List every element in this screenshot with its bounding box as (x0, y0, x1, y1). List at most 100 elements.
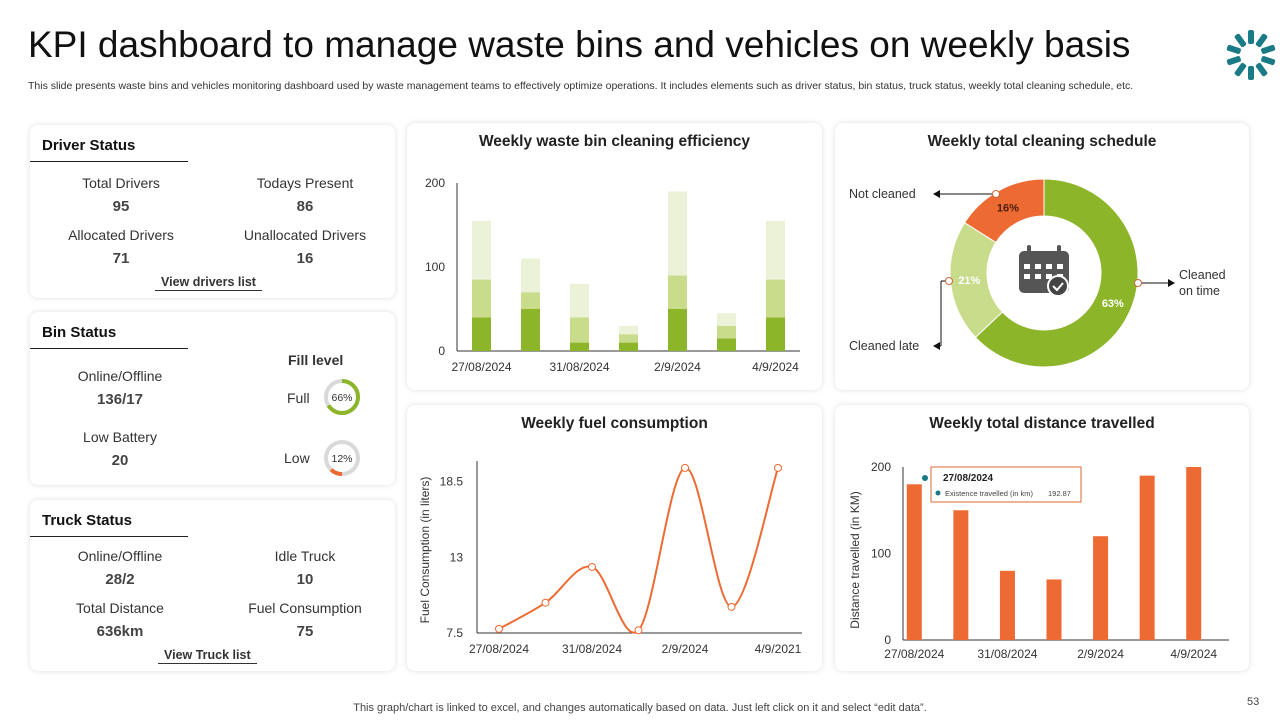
bar-segment (766, 279, 785, 318)
line-point (588, 562, 596, 571)
cleaning-efficiency-card: Weekly waste bin cleaning efficiency 0 10… (407, 123, 822, 390)
callout-on-time: on time (1179, 284, 1220, 298)
y-tick-label: 7.5 (446, 626, 463, 640)
x-tick-label: 4/9/2024 (752, 360, 799, 374)
total-drivers-label: Total Drivers (82, 175, 160, 191)
cleaning-schedule-chart: 63% 21% 16% Not cleaned Cleaned on time Cleane… (849, 178, 1226, 368)
todays-present-value: 86 (296, 198, 314, 215)
bar (1186, 467, 1202, 640)
slice-label: 63% (1102, 298, 1124, 310)
view-truck-list-link[interactable]: View Truck list (158, 648, 257, 664)
callout-dot (945, 277, 953, 285)
fill-level-title: Fill level (288, 352, 344, 368)
arrow-head (933, 342, 940, 350)
y-tick-label: 100 (425, 260, 445, 274)
bar-segment (668, 191, 687, 276)
callout-dot (992, 190, 1000, 198)
line-point (681, 463, 689, 472)
callout-on-time: Cleaned (1179, 268, 1226, 282)
y-axis-label: Fuel Consumption (in liters) (418, 477, 432, 624)
page-title: KPI dashboard to manage waste bins and v… (28, 24, 1131, 65)
truck-status-card: Truck Status Online/Offline 28/2 Idle Tr… (30, 500, 395, 671)
x-tick-label: 2/9/2024 (1077, 647, 1124, 661)
distance-travelled-chart: 0 100 200 27/08/2024 31/08/2024 2/9/2024 4/9/2… (848, 460, 1229, 661)
donut-slice (963, 178, 1045, 244)
idle-truck-value: 10 (296, 571, 314, 588)
full-gauge-fill (324, 379, 360, 415)
bar-segment (717, 313, 736, 326)
x-tick-label: 31/08/2024 (977, 647, 1037, 661)
total-distance-value: 636km (96, 623, 144, 640)
footer-note: This graph/chart is linked to excel, and… (353, 702, 927, 714)
divider (30, 536, 188, 537)
x-tick-label: 27/08/2024 (884, 647, 944, 661)
calendar-cell (1024, 274, 1030, 279)
bar (1046, 579, 1062, 640)
truck-online-label: Online/Offline (77, 548, 163, 564)
allocated-drivers-label: Allocated Drivers (68, 227, 174, 243)
line-point (774, 463, 782, 472)
line-point (541, 598, 550, 607)
idle-truck-label: Idle Truck (274, 548, 336, 564)
calendar-ring (1027, 245, 1031, 255)
low-gauge-fill (324, 440, 360, 476)
bar (953, 510, 969, 640)
bar-segment (472, 317, 491, 351)
unallocated-drivers-label: Unallocated Drivers (243, 227, 367, 243)
divider (30, 348, 188, 349)
bar-segment (717, 338, 736, 351)
total-drivers-value: 95 (112, 198, 130, 215)
calendar-icon (1019, 245, 1069, 297)
fuel-consumption-value: 75 (296, 623, 314, 640)
bin-status-title: Bin Status (42, 324, 117, 341)
bin-online-value: 136/17 (97, 391, 143, 408)
slice-label: 16% (997, 202, 1019, 214)
bar-segment (472, 279, 491, 318)
tooltip-date: 27/08/2024 (943, 473, 993, 484)
calendar-cell (1046, 264, 1052, 269)
arrow-head (933, 190, 940, 198)
bar (999, 570, 1015, 640)
x-tick-label: 27/08/2024 (451, 360, 511, 374)
calendar-ring (1057, 245, 1061, 255)
x-tick-label: 4/9/2024 (1170, 647, 1217, 661)
fuel-line (498, 466, 779, 634)
calendar-cell (1035, 274, 1041, 279)
fuel-consumption-chart: 7.5 13 18.5 27/08/2024 31/08/2024 2/9/2024 4/9… (418, 461, 802, 656)
callout-not-cleaned: Not cleaned (849, 187, 916, 201)
bin-online-label: Online/Offline (77, 368, 163, 384)
low-gauge: 12% (324, 440, 360, 476)
point-marker (922, 475, 928, 481)
bar-segment (766, 220, 785, 280)
bar-segment (668, 275, 687, 309)
full-gauge-value: 66% (331, 392, 352, 404)
total-distance-label: Total Distance (76, 600, 164, 616)
low-battery-label: Low Battery (83, 429, 157, 445)
cleaning-schedule-title: Weekly total cleaning schedule (927, 133, 1157, 150)
low-battery-value: 20 (111, 452, 129, 469)
bar-segment (619, 342, 638, 351)
line-point (634, 626, 643, 635)
arrow-head (1168, 279, 1175, 287)
tooltip-box (930, 466, 1082, 503)
bar-segment (619, 325, 638, 335)
y-tick-label: 18.5 (440, 475, 464, 489)
x-tick-label: 27/08/2024 (469, 642, 529, 656)
x-tick-label: 31/08/2024 (562, 642, 622, 656)
tooltip: 27/08/2024 Existence travelled (in km) 192… (930, 466, 1082, 503)
y-tick-label: 0 (438, 344, 445, 358)
fuel-consumption-card: Weekly fuel consumption 7.5 13 18.5 27/08/2… (407, 405, 822, 671)
view-drivers-list-link[interactable]: View drivers list (155, 275, 262, 291)
cleaning-efficiency-title: Weekly waste bin cleaning efficiency (478, 133, 751, 150)
page-number: 53 (1247, 696, 1260, 708)
check-icon (1052, 282, 1064, 292)
bar-segment (619, 334, 638, 343)
bar-segment (570, 342, 589, 351)
bin-status-card: Bin Status Online/Offline 136/17 Low Bat… (30, 312, 395, 485)
cleaning-schedule-card: Weekly total cleaning schedule 63% 21% 16%… (835, 123, 1249, 390)
slice-label: 21% (958, 275, 980, 287)
driver-status-card: Driver Status Total Drivers 95 Todays Pr… (30, 125, 395, 298)
todays-present-label: Todays Present (256, 175, 354, 191)
bar-segment (521, 309, 540, 351)
low-gauge-value: 12% (331, 453, 352, 465)
